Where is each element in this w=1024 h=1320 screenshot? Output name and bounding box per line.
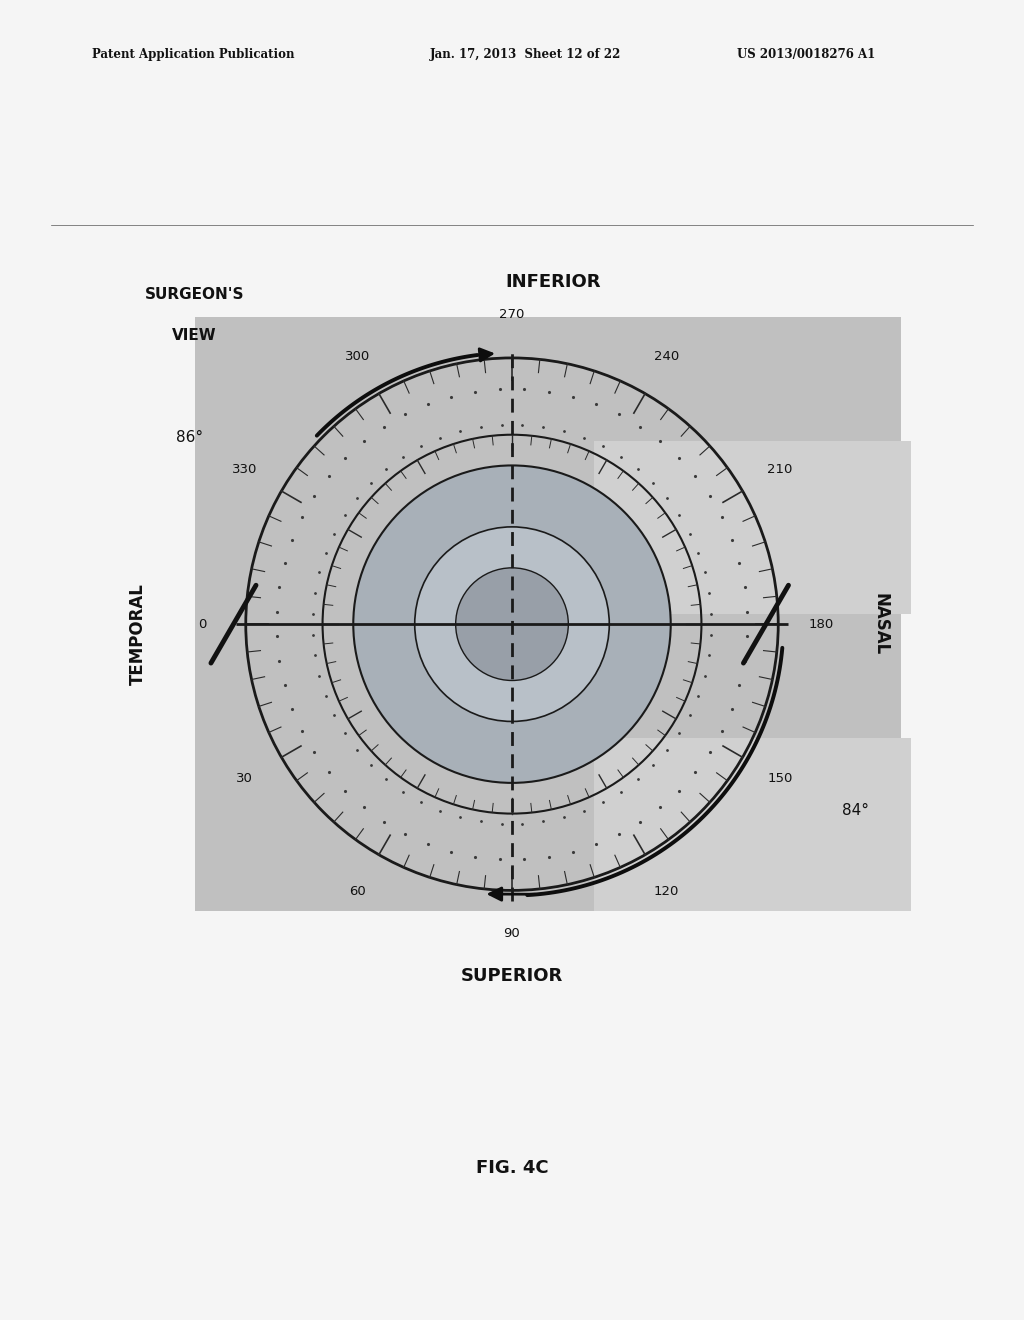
- Text: VIEW: VIEW: [172, 327, 217, 343]
- Circle shape: [415, 527, 609, 722]
- Bar: [594, 441, 911, 614]
- Text: 84°: 84°: [842, 803, 868, 818]
- Text: Patent Application Publication: Patent Application Publication: [92, 48, 295, 61]
- Text: 30: 30: [236, 772, 253, 785]
- Text: 120: 120: [654, 886, 679, 899]
- Text: 240: 240: [654, 350, 679, 363]
- Text: SURGEON'S: SURGEON'S: [144, 286, 245, 301]
- Text: SUPERIOR: SUPERIOR: [461, 968, 563, 985]
- Text: 86°: 86°: [176, 430, 203, 445]
- Text: 90: 90: [504, 927, 520, 940]
- Text: Jan. 17, 2013  Sheet 12 of 22: Jan. 17, 2013 Sheet 12 of 22: [430, 48, 622, 61]
- Text: 270: 270: [500, 309, 524, 321]
- Text: 0: 0: [199, 618, 207, 631]
- Text: 210: 210: [767, 463, 793, 477]
- Text: 300: 300: [345, 350, 370, 363]
- Text: 60: 60: [349, 886, 366, 899]
- Text: US 2013/0018276 A1: US 2013/0018276 A1: [737, 48, 876, 61]
- Circle shape: [353, 466, 671, 783]
- Text: 180: 180: [809, 618, 834, 631]
- Text: NASAL: NASAL: [871, 593, 890, 655]
- Text: 330: 330: [231, 463, 257, 477]
- Text: 150: 150: [767, 772, 793, 785]
- Bar: [594, 738, 911, 911]
- Bar: [195, 317, 901, 911]
- Circle shape: [456, 568, 568, 681]
- Text: FIG. 4C: FIG. 4C: [476, 1159, 548, 1177]
- Text: INFERIOR: INFERIOR: [505, 273, 601, 292]
- Text: TEMPORAL: TEMPORAL: [129, 583, 147, 685]
